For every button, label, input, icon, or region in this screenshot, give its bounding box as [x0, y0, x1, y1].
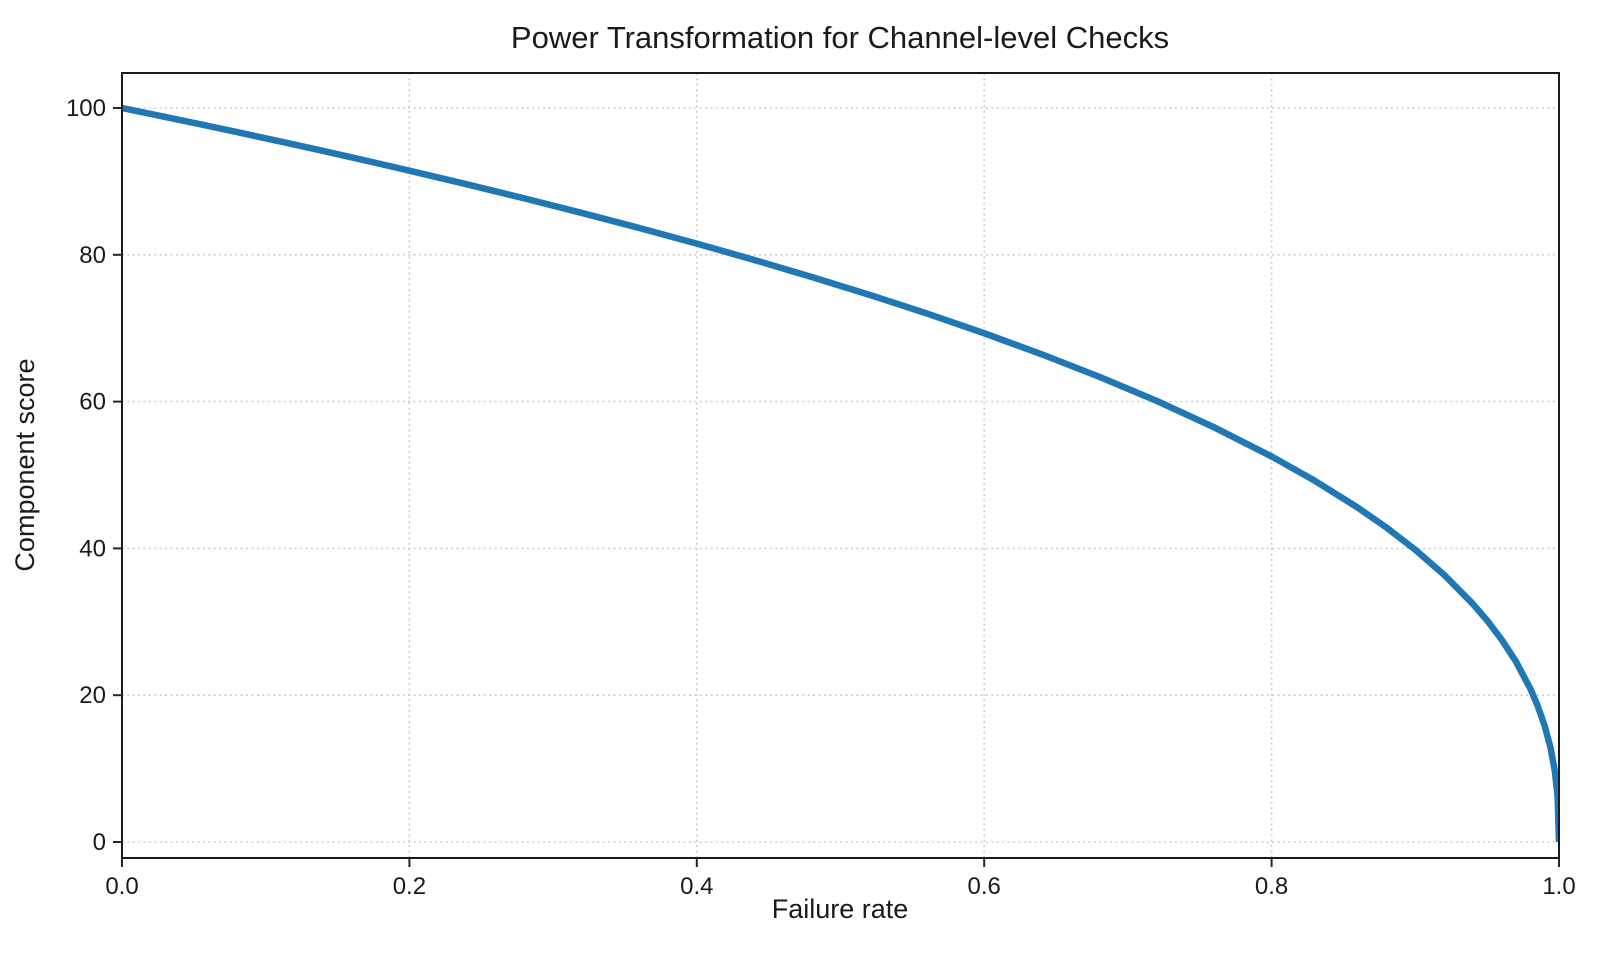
chart-title: Power Transformation for Channel-level C… — [511, 20, 1169, 55]
y-tick-label: 20 — [79, 682, 106, 709]
x-tick-label: 1.0 — [1542, 873, 1575, 900]
x-tick-label: 0.6 — [968, 873, 1001, 900]
series-layer — [122, 104, 1559, 843]
tick-layer — [113, 107, 1560, 867]
tick-label-layer: 0.0 0.2 0.4 0.6 0.8 1.0 0 20 40 60 80 100 — [66, 95, 1576, 900]
x-tick-label: 0.8 — [1255, 873, 1288, 900]
y-tick-label: 80 — [79, 242, 106, 269]
plot-area-border — [121, 72, 1560, 859]
x-axis-label: Failure rate — [772, 894, 909, 924]
grid-layer — [121, 73, 1560, 858]
x-tick-label: 0.2 — [393, 873, 426, 900]
y-axis-label: Component score — [10, 358, 40, 571]
y-tick-label: 60 — [79, 389, 106, 416]
y-tick-label: 100 — [66, 95, 106, 122]
y-tick-label: 0 — [93, 829, 106, 856]
x-tick-label: 0.4 — [680, 873, 713, 900]
x-tick-label: 0.0 — [105, 873, 138, 900]
component-score-curve — [122, 104, 1559, 843]
y-tick-label: 40 — [79, 535, 106, 562]
